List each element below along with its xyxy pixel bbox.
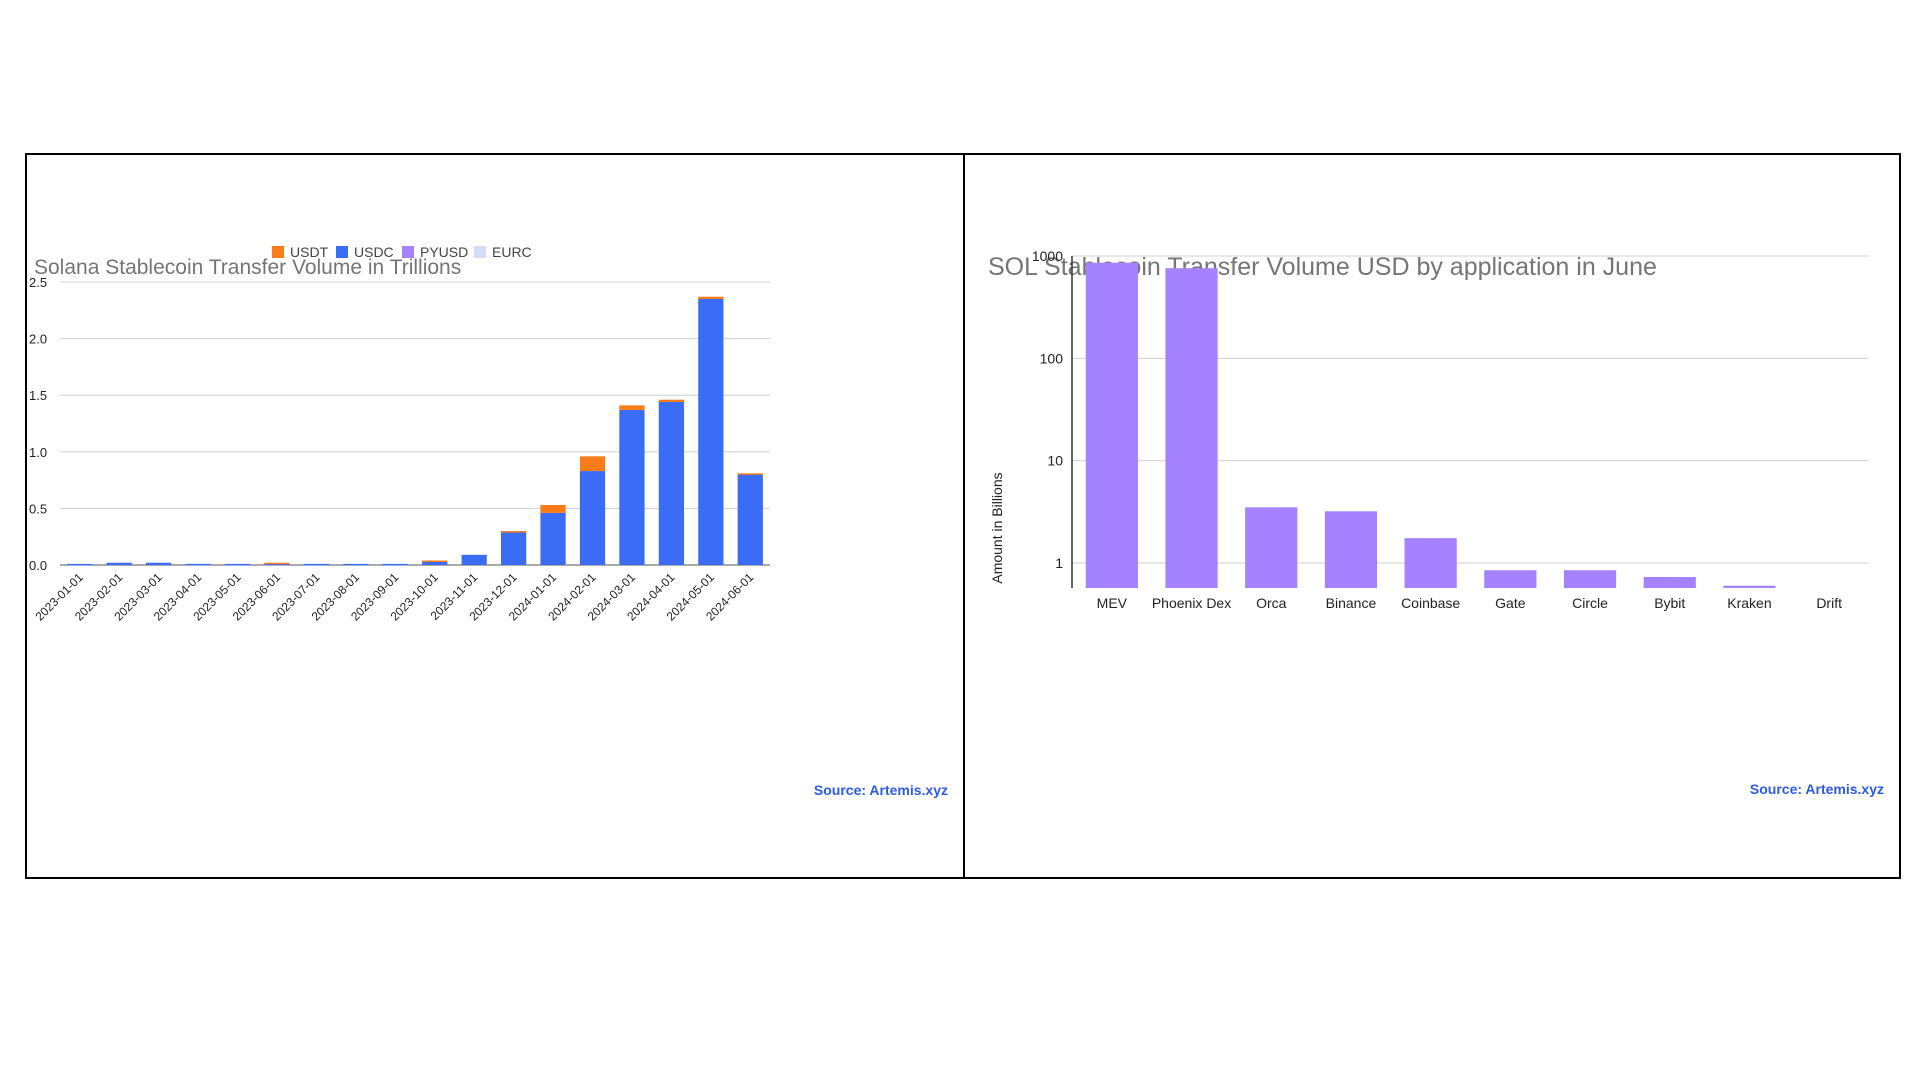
legend-label: USDT [290, 244, 329, 260]
bar [1165, 268, 1218, 588]
x-tick-label: Phoenix Dex [1152, 595, 1231, 611]
bar-usdt [422, 560, 448, 562]
bar-usdt [737, 473, 763, 475]
x-tick-label: MEV [1097, 595, 1128, 611]
y-tick-label: 1000 [1032, 248, 1063, 264]
left-chart-panel: Solana Stablecoin Transfer Volume in Tri… [27, 155, 963, 877]
bars [67, 296, 763, 566]
log-bar-chart: SOL Stablecoin Transfer Volume USD by ap… [988, 248, 1884, 797]
source-label: Source: Artemis.xyz [1750, 781, 1884, 797]
y-axis-label: Amount in Billions [989, 472, 1005, 583]
bar-usdc [619, 409, 645, 565]
bar-usdc [343, 563, 369, 566]
bar [1324, 511, 1378, 588]
bar-usdc [382, 563, 408, 566]
legend-label: PYUSD [420, 244, 468, 260]
legend-label: EURC [492, 244, 532, 260]
x-tick-labels: 2023-01-012023-02-012023-03-012023-04-01… [33, 570, 757, 624]
bar-usdc [264, 563, 290, 566]
y-tick-label: 2.0 [29, 332, 47, 347]
bar-usdc [500, 532, 527, 565]
bar [1085, 262, 1138, 588]
source-label: Source: Artemis.xyz [814, 782, 948, 798]
x-tick-label: Kraken [1727, 595, 1771, 611]
y-tick-label: 1 [1055, 555, 1063, 571]
bars [1085, 262, 1776, 588]
y-tick-label: 1.5 [29, 388, 47, 403]
bar [1723, 585, 1776, 588]
x-tick-label: Orca [1256, 595, 1287, 611]
y-gridlines: 1 10 100 1000 [1032, 248, 1869, 588]
legend-swatch [272, 246, 284, 258]
right-chart-panel: SOL Stablecoin Transfer Volume USD by ap… [965, 155, 1899, 877]
bar [1245, 507, 1298, 588]
y-tick-label: 0.5 [29, 501, 47, 516]
bar-usdc [185, 563, 211, 566]
bar-usdt [500, 531, 527, 533]
bar-usdt [619, 405, 645, 410]
y-tick-label: 10 [1047, 453, 1063, 469]
panel-divider [963, 153, 965, 879]
y-gridlines: 0.0 0.5 1.0 1.5 2.0 2.5 [29, 275, 770, 573]
y-tick-label: 0.0 [29, 558, 47, 573]
y-tick-label: 2.5 [29, 275, 47, 290]
x-tick-label: Bybit [1654, 595, 1685, 611]
bar [1404, 538, 1457, 588]
bar-usdc [737, 474, 763, 565]
x-tick-label: Drift [1816, 595, 1842, 611]
x-tick-label: Circle [1572, 595, 1608, 611]
x-tick-label: Coinbase [1401, 595, 1460, 611]
x-tick-label: Binance [1326, 595, 1377, 611]
y-tick-label: 1.0 [29, 445, 47, 460]
chart-title: Solana Stablecoin Transfer Volume in Tri… [34, 256, 461, 279]
x-tick-labels: MEV Phoenix Dex Orca Binance Coinbase Gate Cir… [1097, 595, 1842, 611]
legend-swatch [402, 246, 414, 258]
bar-usdt [540, 505, 566, 513]
bar-usdc [698, 298, 724, 565]
bar-usdc [658, 401, 685, 565]
bar-usdc [145, 562, 172, 565]
legend-swatch [474, 246, 486, 258]
y-tick-label: 100 [1040, 350, 1064, 366]
bar [1484, 570, 1537, 588]
legend-label: USDC [354, 244, 394, 260]
bar-usdc [540, 512, 566, 565]
bar-usdt [579, 456, 606, 472]
bar-usdc [67, 563, 93, 566]
x-tick-label: Gate [1495, 595, 1526, 611]
bar [1563, 570, 1617, 588]
bar-usdc [303, 563, 330, 566]
legend-swatch [336, 246, 348, 258]
bar [1643, 577, 1696, 588]
bar-usdc [224, 563, 251, 566]
bar-usdc [461, 554, 487, 565]
bar-usdc [106, 562, 132, 565]
chart-legend: USDT USDC PYUSD EURC [272, 244, 532, 260]
bar-usdt [658, 399, 685, 402]
stacked-bar-chart: Solana Stablecoin Transfer Volume in Tri… [29, 244, 948, 798]
bar-usdc [579, 471, 606, 565]
bar-usdt [698, 296, 724, 299]
bar-usdt [264, 562, 290, 565]
bar-usdc [422, 561, 448, 565]
